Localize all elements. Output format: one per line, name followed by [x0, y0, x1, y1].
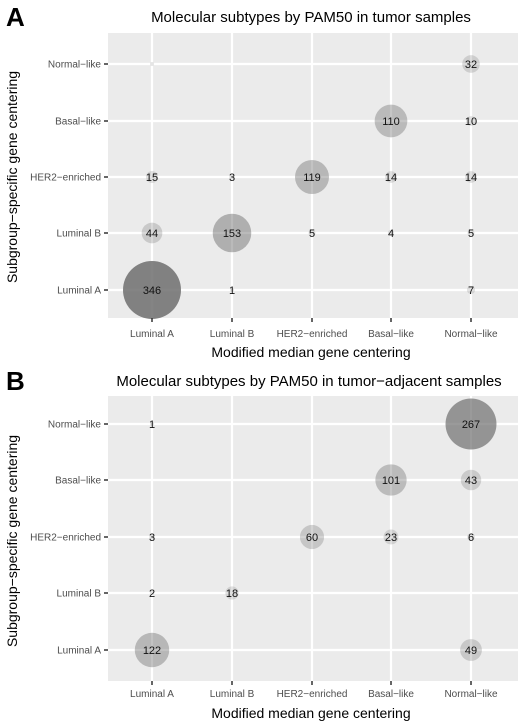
bubble-luminal-b-luminal-b: [212, 213, 252, 253]
value-label-luminal-a-normal-like: 1: [149, 419, 155, 431]
bubble-luminal-a-luminal-a: [123, 261, 181, 319]
bubble-basal-like-basal-like: [375, 464, 407, 496]
grid-a: [108, 33, 518, 318]
value-label-luminal-a-her2-enriched: 3: [149, 532, 155, 544]
bubble-luminal-a-luminal-b: [149, 590, 155, 596]
value-label-luminal-a-luminal-b: 2: [149, 588, 155, 600]
bubble-basal-like-her2-enriched: [383, 529, 399, 545]
value-label-normal-like-luminal-a: 49: [465, 645, 477, 657]
bubble-normal-like-normal-like: [462, 55, 480, 73]
value-label-normal-like-her2-enriched: 14: [465, 172, 477, 184]
value-label-basal-like-basal-like: 101: [382, 475, 400, 487]
value-label-normal-like-luminal-a: 7: [468, 285, 474, 297]
value-label-luminal-b-her2-enriched: 3: [229, 172, 235, 184]
bubble-luminal-a-normal-like: [150, 62, 154, 66]
panel-b: B Molecular subtypes by PAM50 in tumor−a…: [4, 366, 518, 721]
bubble-luminal-a-normal-like: [150, 422, 154, 426]
value-label-luminal-b-luminal-a: 1: [229, 285, 235, 297]
value-labels-b: 1 267 101 43 3 60 23 6 2 18 122 49: [143, 419, 480, 657]
y-tick-label-basal-like: Basal−like: [55, 117, 101, 128]
x-tick-label-basal-like: Basal−like: [368, 329, 414, 340]
value-label-basal-like-her2-enriched: 14: [385, 172, 397, 184]
x-tick-label-her2-enriched: HER2−enriched: [277, 689, 348, 700]
bubble-basal-like-her2-enriched: [385, 171, 397, 183]
x-axis-title-b: Modified median gene centering: [211, 705, 410, 721]
bubble-her2-enriched-her2-enriched: [299, 524, 325, 550]
bubble-basal-like-basal-like: [374, 104, 408, 138]
bubble-normal-like-basal-like: [466, 116, 476, 126]
panel-a: A Molecular subtypes by PAM50 in tumor s…: [4, 2, 518, 360]
y-tick-label-luminal-b: Luminal B: [57, 229, 102, 240]
y-tick-label-basal-like: Basal−like: [55, 476, 101, 487]
x-axis-title-a: Modified median gene centering: [211, 344, 410, 360]
y-tick-label-her2-enriched: HER2−enriched: [30, 173, 101, 184]
x-tick-label-her2-enriched: HER2−enriched: [277, 329, 348, 340]
x-tick-label-luminal-b: Luminal B: [210, 329, 255, 340]
bubble-luminal-b-her2-enriched: [229, 174, 235, 180]
y-tick-label-luminal-b: Luminal B: [57, 589, 102, 600]
value-label-basal-like-luminal-b: 4: [388, 228, 394, 240]
bubbles-a: [123, 55, 480, 319]
bubble-normal-like-basal-like: [460, 469, 482, 491]
chart-title-b: Molecular subtypes by PAM50 in tumor−adj…: [116, 373, 501, 390]
bubble-normal-like-luminal-a: [460, 639, 482, 661]
y-axis-title-a: Subgroup−specific gene centering: [4, 71, 20, 283]
bubble-normal-like-luminal-b: [467, 229, 475, 237]
value-label-luminal-a-her2-enriched: 15: [146, 172, 158, 184]
value-label-basal-like-her2-enriched: 23: [385, 532, 397, 544]
bubble-luminal-a-her2-enriched: [145, 170, 159, 184]
panel-letter-a: A: [6, 2, 25, 32]
bubble-normal-like-her2-enriched: [465, 171, 477, 183]
y-tick-label-luminal-a: Luminal A: [57, 286, 101, 297]
bubble-luminal-a-luminal-a: [134, 632, 170, 668]
value-label-normal-like-normal-like: 32: [465, 59, 477, 71]
value-label-normal-like-normal-like: 267: [462, 419, 480, 431]
value-label-basal-like-basal-like: 110: [382, 116, 400, 128]
value-label-normal-like-basal-like: 10: [465, 116, 477, 128]
x-tick-label-basal-like: Basal−like: [368, 689, 414, 700]
value-label-luminal-a-luminal-b: 44: [146, 228, 158, 240]
x-tick-label-luminal-a: Luminal A: [130, 329, 174, 340]
bubble-her2-enriched-luminal-b: [308, 229, 316, 237]
x-tick-label-luminal-a: Luminal A: [130, 689, 174, 700]
value-label-luminal-a-luminal-a: 346: [143, 285, 161, 297]
bubble-luminal-b-luminal-a: [230, 288, 234, 292]
x-ticks-a: Luminal A Luminal B HER2−enriched Basal−lik…: [130, 318, 498, 340]
value-label-normal-like-luminal-b: 5: [468, 228, 474, 240]
y-ticks-a: Luminal A Luminal B HER2−enriched Basal−lik…: [30, 60, 108, 297]
bubble-luminal-a-her2-enriched: [149, 534, 155, 540]
y-tick-label-luminal-a: Luminal A: [57, 646, 101, 657]
bubble-luminal-b-luminal-b: [225, 586, 239, 600]
bubble-basal-like-luminal-b: [387, 229, 395, 237]
value-label-normal-like-basal-like: 43: [465, 475, 477, 487]
bubble-her2-enriched-her2-enriched: [294, 159, 330, 195]
bubbles-b: [134, 398, 497, 668]
x-tick-label-luminal-b: Luminal B: [210, 689, 255, 700]
y-axis-title-b: Subgroup−specific gene centering: [4, 435, 20, 647]
chart-title-a: Molecular subtypes by PAM50 in tumor sam…: [151, 9, 471, 26]
value-label-normal-like-her2-enriched: 6: [468, 532, 474, 544]
value-label-luminal-a-luminal-a: 122: [143, 645, 161, 657]
y-tick-label-normal-like: Normal−like: [48, 60, 102, 71]
y-ticks-b: Luminal A Luminal B HER2−enriched Basal−lik…: [30, 420, 108, 657]
y-tick-label-normal-like: Normal−like: [48, 420, 102, 431]
bubble-luminal-a-luminal-b: [141, 222, 163, 244]
value-label-her2-enriched-her2-enriched: 60: [306, 532, 318, 544]
y-tick-label-her2-enriched: HER2−enriched: [30, 533, 101, 544]
bubble-normal-like-luminal-a: [466, 285, 476, 295]
value-label-luminal-b-luminal-b: 153: [223, 228, 241, 240]
x-ticks-b: Luminal A Luminal B HER2−enriched Basal−lik…: [130, 681, 498, 700]
value-label-her2-enriched-her2-enriched: 119: [303, 172, 321, 184]
x-tick-label-normal-like: Normal−like: [444, 329, 498, 340]
bubble-normal-like-normal-like: [445, 398, 497, 450]
panel-letter-b: B: [6, 366, 25, 396]
x-tick-label-normal-like: Normal−like: [444, 689, 498, 700]
value-label-luminal-b-luminal-b: 18: [226, 588, 238, 600]
value-label-her2-enriched-luminal-b: 5: [309, 228, 315, 240]
bubble-normal-like-her2-enriched: [467, 533, 475, 541]
